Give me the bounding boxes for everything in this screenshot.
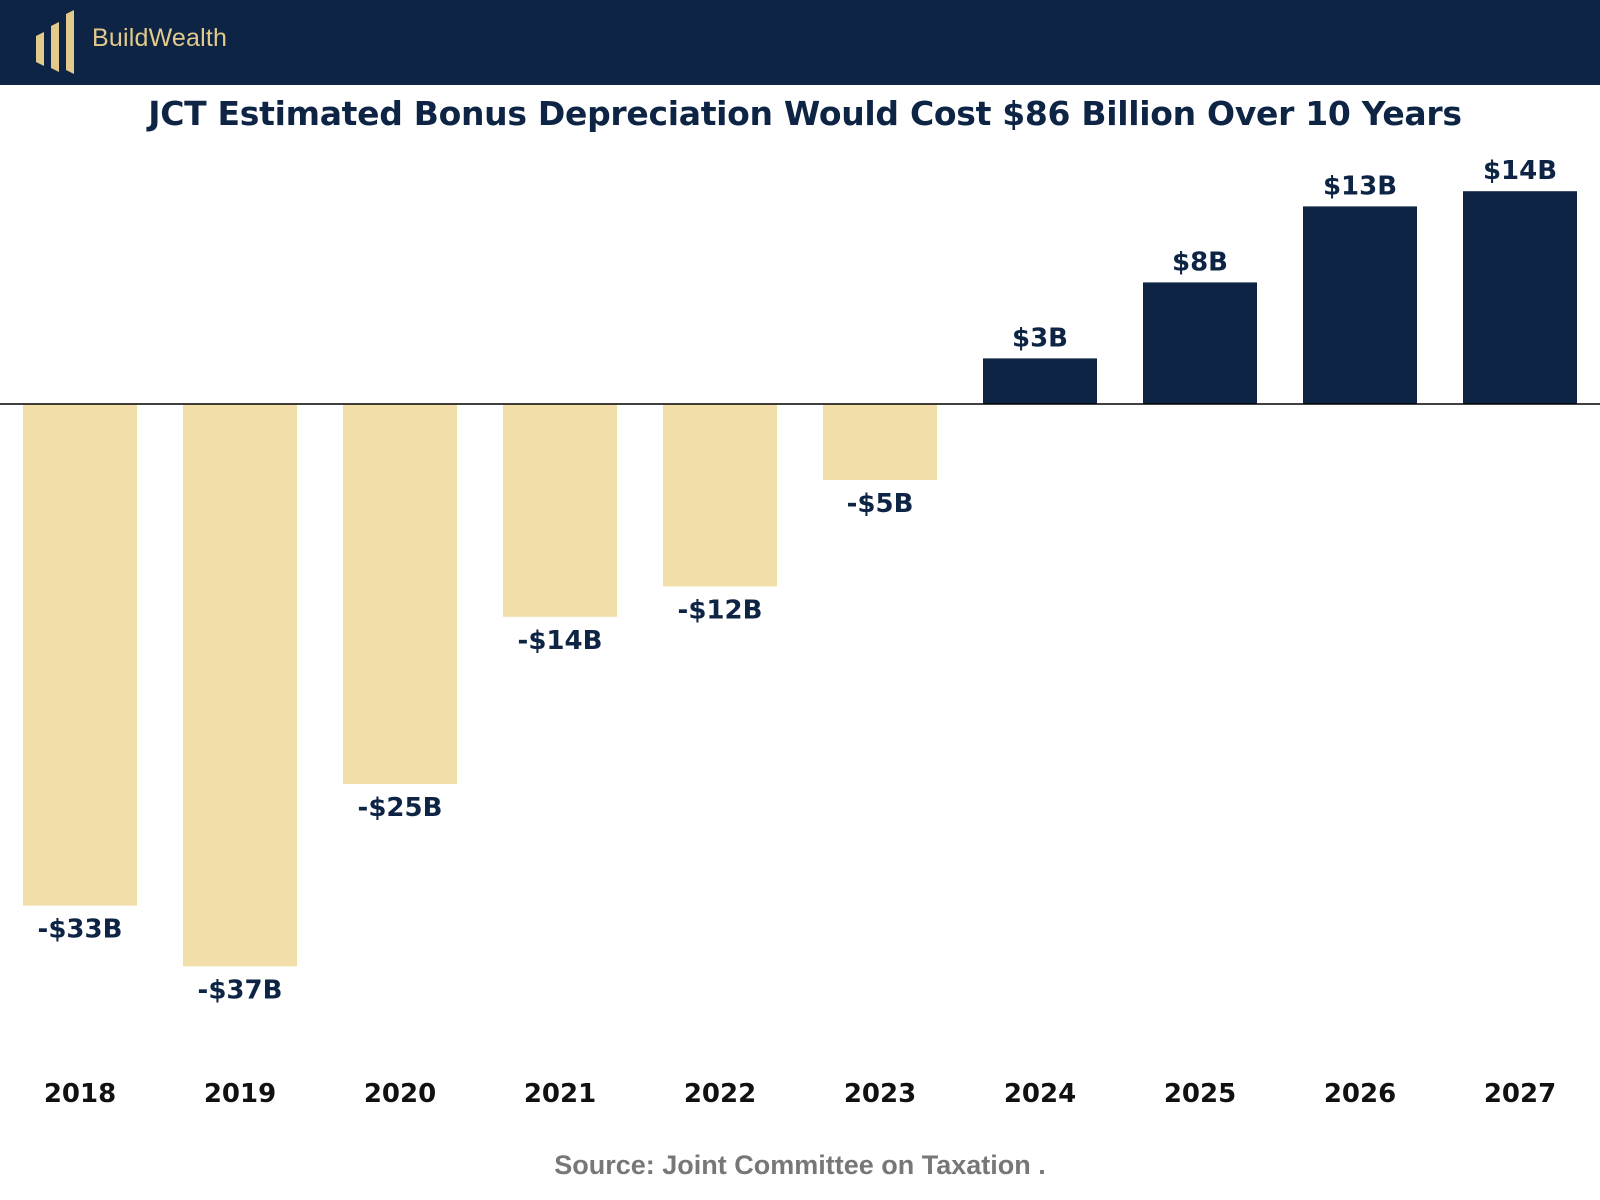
x-tick-label-2018: 2018	[44, 1079, 116, 1109]
x-tick-label-2021: 2021	[524, 1079, 596, 1109]
bar-2019	[183, 404, 297, 967]
data-label-2018: -$33B	[38, 915, 123, 945]
data-label-2022: -$12B	[678, 595, 763, 625]
data-label-2020: -$25B	[358, 793, 443, 823]
bar-2025	[1143, 282, 1257, 404]
chart-title: JCT Estimated Bonus Depreciation Would C…	[148, 94, 1462, 133]
data-label-2019: -$37B	[198, 975, 283, 1005]
data-label-2024: $3B	[1012, 323, 1068, 353]
data-label-2023: -$5B	[847, 489, 914, 519]
x-tick-label-2027: 2027	[1484, 1079, 1556, 1109]
x-tick-label-2019: 2019	[204, 1079, 276, 1109]
x-tick-label-2020: 2020	[364, 1079, 436, 1109]
bar-2018	[23, 404, 137, 906]
bar-2022	[663, 404, 777, 587]
data-label-2025: $8B	[1172, 247, 1228, 277]
bar-2024	[983, 358, 1097, 404]
x-tick-label-2023: 2023	[844, 1079, 916, 1109]
x-tick-label-2024: 2024	[1004, 1079, 1076, 1109]
bar-chart: -$33B 2018 -$37B 2019 -$25B 2020 -$14B 2021 -$12…	[0, 156, 1600, 1109]
x-tick-label-2025: 2025	[1164, 1079, 1236, 1109]
data-label-2027: $14B	[1483, 156, 1557, 186]
buildwealth-logo-icon	[36, 10, 74, 74]
bar-2026	[1303, 206, 1417, 404]
bar-2027	[1463, 191, 1577, 404]
header-bar: BuildWealth	[0, 0, 1600, 85]
bar-2020	[343, 404, 457, 784]
bar-2021	[503, 404, 617, 617]
data-label-2026: $13B	[1323, 171, 1397, 201]
data-label-2021: -$14B	[518, 626, 603, 656]
source-note: Source: Joint Committee on Taxation .	[554, 1150, 1046, 1180]
x-tick-label-2022: 2022	[684, 1079, 756, 1109]
bar-2023	[823, 404, 937, 480]
brand-name: BuildWealth	[92, 24, 228, 52]
x-tick-label-2026: 2026	[1324, 1079, 1396, 1109]
